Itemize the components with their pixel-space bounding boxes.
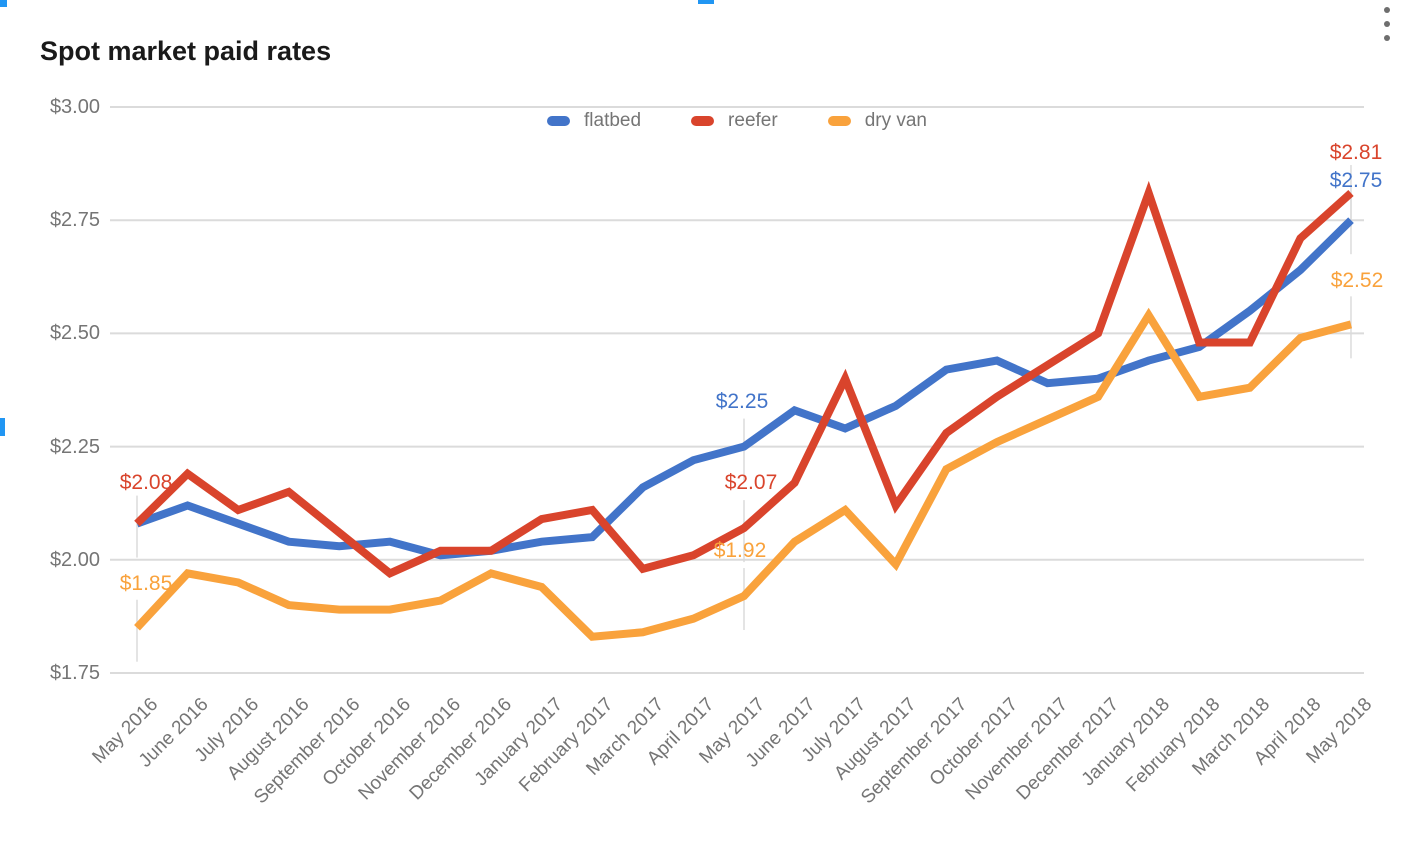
legend-label: dry van <box>864 110 927 131</box>
page-title: Spot market paid rates <box>40 36 332 66</box>
y-axis-tick-label: $2.75 <box>49 209 100 232</box>
data-label: $2.25 <box>715 389 769 413</box>
data-label: $2.08 <box>119 470 173 494</box>
chart-legend: flatbed reefer dry van <box>110 109 1364 133</box>
kebab-dot <box>1384 35 1390 41</box>
legend-label: reefer <box>728 110 778 131</box>
data-label: $2.52 <box>1330 269 1384 293</box>
y-axis-tick-label: $3.00 <box>49 96 100 118</box>
series-line-flatbed <box>135 217 1354 560</box>
y-axis-tick-label: $1.75 <box>49 662 100 684</box>
series-line-dry-van <box>134 307 1353 641</box>
data-label: $2.81 <box>1329 141 1383 165</box>
legend-item-flatbed: flatbed <box>541 109 648 133</box>
legend-swatch-icon <box>547 116 570 126</box>
data-label: $1.85 <box>119 571 173 595</box>
series-line-reefer <box>134 180 1354 579</box>
y-axis-tick-label: $2.25 <box>49 435 100 458</box>
selection-artifact-left-edge <box>0 418 5 436</box>
legend-label: flatbed <box>584 110 642 131</box>
selection-artifact-top-center <box>698 0 714 4</box>
legend-swatch-icon <box>691 116 715 126</box>
data-label: $1.92 <box>713 539 767 563</box>
data-label: $2.75 <box>1329 169 1383 193</box>
legend-item-reefer: reefer <box>685 109 784 133</box>
y-axis-tick-label: $2.50 <box>49 322 100 345</box>
selection-artifact-top-left <box>0 0 7 7</box>
y-axis-tick-label: $2.00 <box>49 548 100 571</box>
kebab-dot <box>1384 21 1390 27</box>
legend-item-dry-van: dry van <box>821 109 933 133</box>
chart-options-kebab-icon[interactable] <box>1380 7 1394 49</box>
kebab-dot <box>1384 7 1390 13</box>
data-label: $2.07 <box>724 471 778 495</box>
legend-swatch-icon <box>827 116 851 126</box>
